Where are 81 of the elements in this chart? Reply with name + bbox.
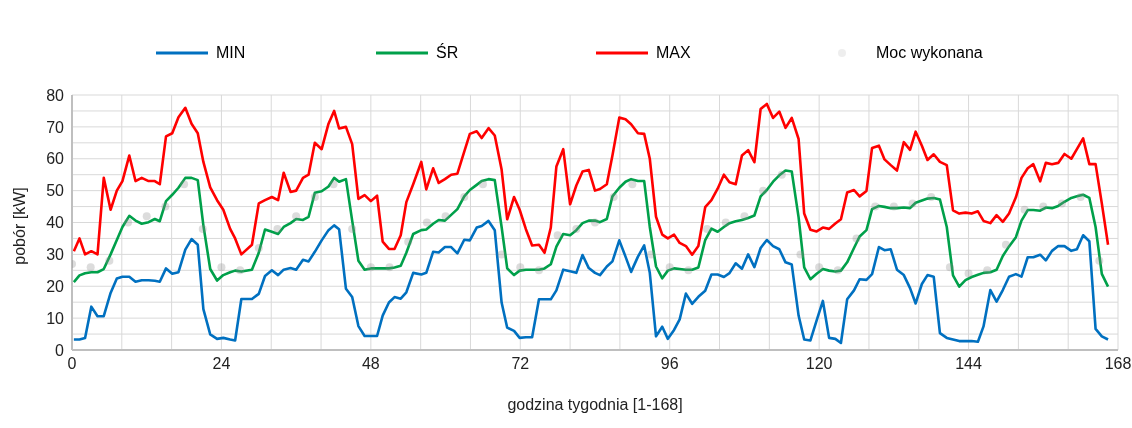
x-axis-title: godzina tygodnia [1-168] [506,396,684,414]
line-series [72,102,1110,256]
x-tick-label: 48 [361,355,380,373]
point [292,212,301,221]
line-series [72,219,1110,345]
point [609,193,618,201]
point [1039,202,1048,211]
point [815,263,824,272]
point [180,180,189,189]
y-tick-label: 40 [46,214,65,232]
point [329,180,338,189]
point [1001,240,1010,249]
point [516,263,525,272]
y-tick-label: 10 [46,309,65,327]
point [945,263,954,272]
point [740,212,749,221]
legend-label: MIN [216,44,246,62]
x-tick-label: 24 [212,355,231,373]
y-tick-label: 50 [46,182,65,200]
y-tick-label: 30 [46,246,65,264]
point [161,202,170,211]
legend-label: ŚR [436,44,459,62]
y-tick-label: 70 [46,118,65,136]
x-tick-label: 120 [805,355,833,373]
point [441,212,450,221]
y-axis-title: pobór [kW] [11,187,29,265]
point [572,224,581,233]
point [553,231,562,240]
legend-label: Moc wykonana [876,44,983,62]
y-tick-label: 20 [46,277,65,295]
point [478,180,487,189]
point [124,218,133,227]
x-tick-label: 144 [955,355,983,373]
point [983,266,992,275]
x-tick-label: 96 [660,355,679,373]
line-series [72,169,1110,288]
point [777,170,786,179]
point [404,237,413,246]
point [1076,193,1085,201]
point [497,250,506,259]
point [721,218,730,227]
point [310,193,319,201]
point [86,263,95,272]
point [385,263,394,272]
point [217,263,226,272]
point [628,180,637,189]
point [1020,205,1029,214]
point [703,224,712,233]
point [1057,199,1066,208]
point [908,199,917,208]
point [273,224,282,233]
point [142,212,151,221]
point [889,202,898,211]
point [927,193,936,201]
point [871,202,880,211]
point [591,218,599,227]
point [647,250,656,259]
legend-label: MAX [656,44,691,62]
point [198,224,207,233]
point [684,266,693,275]
point [833,266,842,275]
x-tick-label: 0 [67,355,77,373]
point [852,234,861,243]
point [105,256,114,265]
point [1095,256,1104,265]
point [236,266,245,275]
point [796,250,805,259]
point [254,244,263,252]
y-tick-label: 60 [46,150,65,168]
point [964,269,973,278]
y-tick-label: 80 [46,86,65,104]
point [759,186,768,195]
x-tick-label: 168 [1104,355,1132,373]
y-tick-label: 0 [55,341,65,359]
point [422,218,431,227]
x-tick-label: 72 [511,355,530,373]
point [348,224,357,233]
point [366,263,375,272]
point [460,193,469,201]
point [665,263,674,272]
point [534,266,543,275]
